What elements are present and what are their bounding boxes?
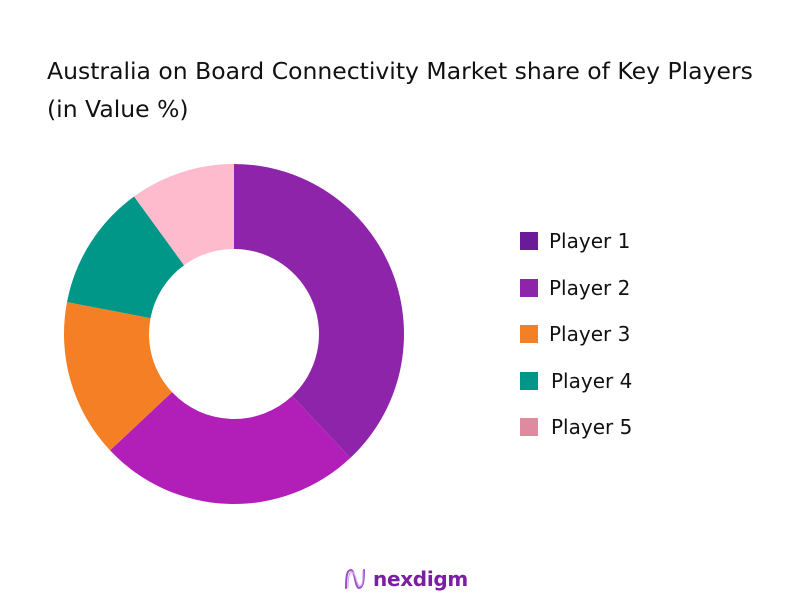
legend-item-player-4: Player 4 (520, 369, 632, 393)
legend-swatch (520, 232, 538, 250)
legend-swatch (520, 418, 538, 436)
donut-slice-player-2 (110, 392, 351, 505)
nexdigm-logo-icon (345, 568, 365, 590)
donut-slice-player-4 (67, 196, 185, 319)
legend-swatch (520, 325, 538, 343)
legend-swatch (520, 372, 538, 390)
legend-label: Player 5 (551, 415, 633, 439)
legend-label: Player 3 (549, 322, 631, 346)
donut-slice-player-3 (64, 302, 173, 451)
legend-label: Player 2 (549, 276, 631, 300)
legend-item-player-2: Player 2 (520, 276, 630, 300)
legend-item-player-5: Player 5 (520, 415, 632, 439)
donut-slice-player-5 (134, 164, 234, 266)
nexdigm-logo: nexdigm (343, 566, 468, 592)
legend-item-player-3: Player 3 (520, 322, 630, 346)
donut-slice-player-1 (234, 164, 404, 458)
chart-title: Australia on Board Connectivity Market s… (47, 57, 753, 123)
logo-text: nexdigm (373, 567, 468, 591)
legend-label: Player 1 (549, 229, 631, 253)
donut-slices (64, 164, 404, 505)
legend-item-player-1: Player 1 (520, 229, 630, 253)
legend-label: Player 4 (551, 369, 633, 393)
legend-swatch (520, 279, 538, 297)
